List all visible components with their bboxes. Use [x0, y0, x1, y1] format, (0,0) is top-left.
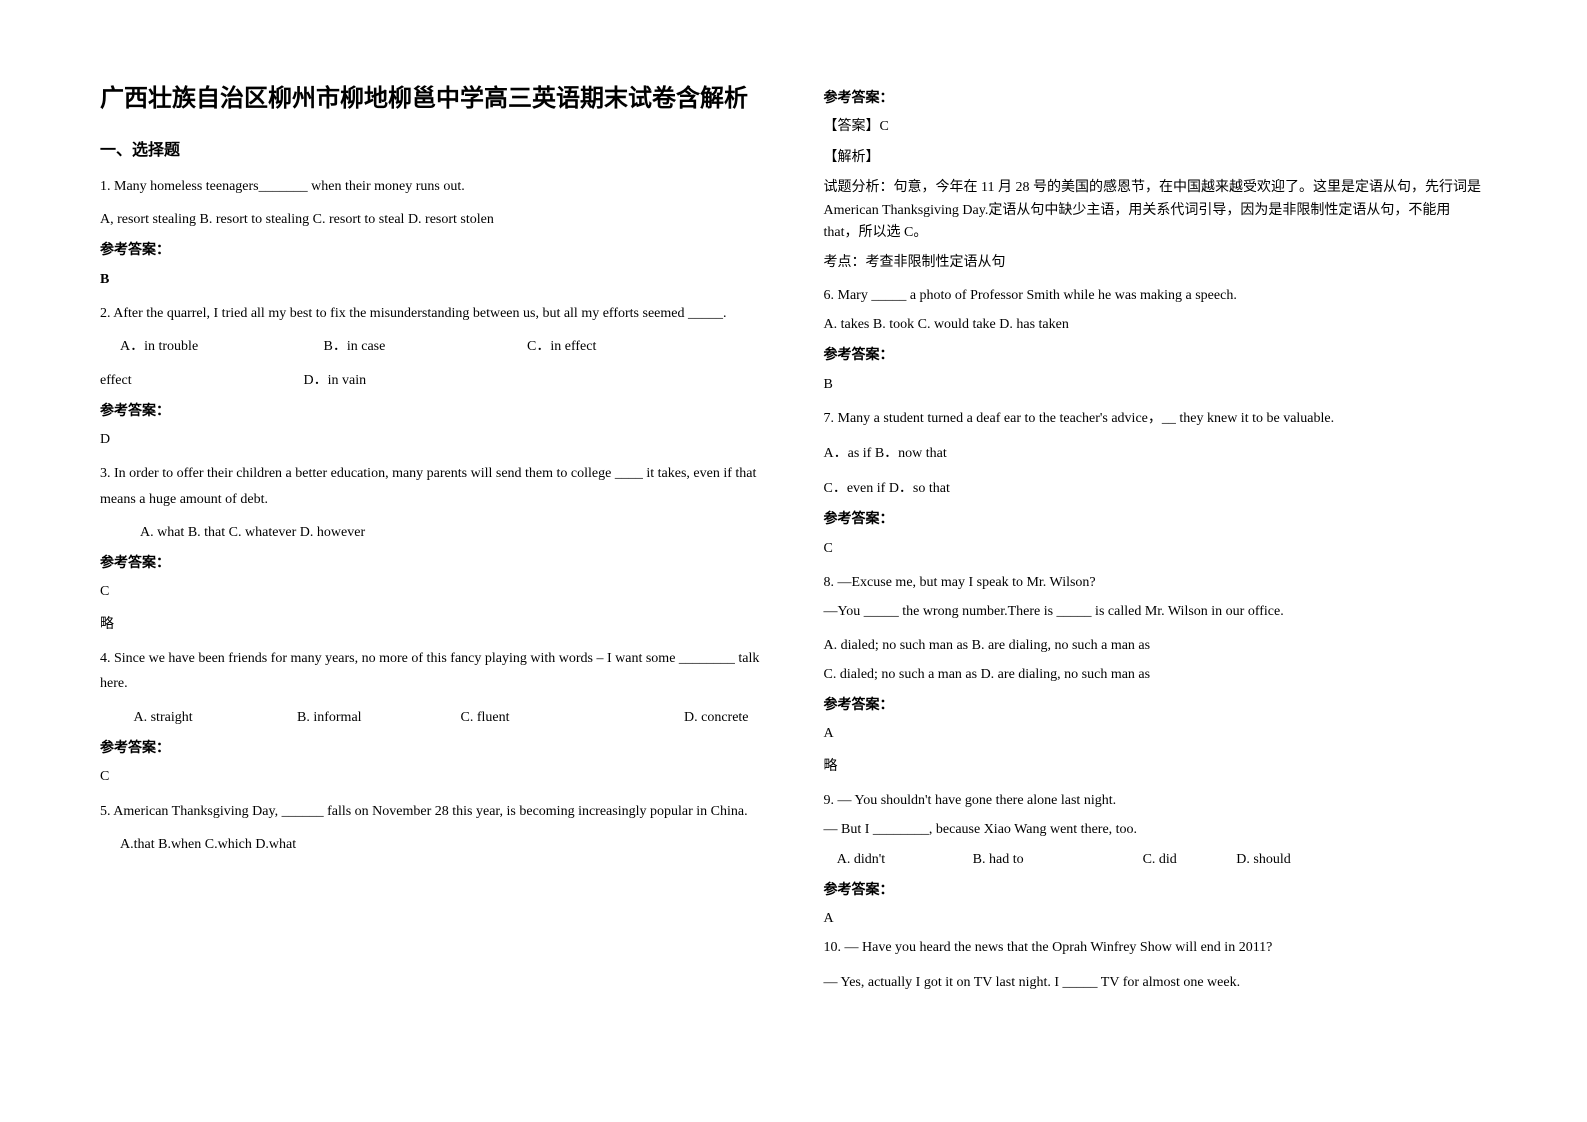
q5-answer-label: 参考答案： — [824, 88, 1488, 110]
q3-note: 略 — [100, 614, 764, 636]
q4-options: A. straight B. informal C. fluent D. con… — [100, 705, 764, 730]
section-header: 一、选择题 — [100, 138, 764, 164]
q8-answer-label: 参考答案： — [824, 695, 1488, 717]
page-title: 广西壮族自治区柳州市柳地柳邕中学高三英语期末试卷含解析 — [100, 80, 764, 118]
q8-answer: A — [824, 723, 1488, 745]
q5-answer-head: 【答案】C — [824, 116, 1488, 138]
q6-answer-label: 参考答案： — [824, 345, 1488, 367]
right-column: 参考答案： 【答案】C 【解析】 试题分析：句意，今年在 11 月 28 号的美… — [824, 80, 1488, 1003]
q4-text: 4. Since we have been friends for many y… — [100, 646, 764, 696]
q5-text: 5. American Thanksgiving Day, ______ fal… — [100, 799, 764, 824]
q1-text: 1. Many homeless teenagers_______ when t… — [100, 174, 764, 199]
q2-options-row1: A．in trouble B．in case C．in effect — [100, 334, 764, 359]
q8-text2: —You _____ the wrong number.There is ___… — [824, 599, 1488, 624]
q2-optC: C．in effect — [527, 339, 596, 354]
q5-exp2: 考点：考查非限制性定语从句 — [824, 252, 1488, 274]
q7-options1: A．as if B．now that — [824, 441, 1488, 466]
q1-answer-label: 参考答案： — [100, 240, 764, 262]
q1-answer: B — [100, 269, 764, 291]
q4-optB: B. informal — [297, 705, 457, 730]
q3-answer: C — [100, 581, 764, 603]
q4-optA: A. straight — [134, 705, 294, 730]
q7-text: 7. Many a student turned a deaf ear to t… — [824, 406, 1488, 431]
q9-answer: A — [824, 908, 1488, 930]
q2-options-row2: effect D．in vain — [100, 368, 764, 393]
page-container: 广西壮族自治区柳州市柳地柳邕中学高三英语期末试卷含解析 一、选择题 1. Man… — [100, 80, 1487, 1003]
q3-options: A. what B. that C. whatever D. however — [100, 520, 764, 545]
q7-options2: C．even if D．so that — [824, 476, 1488, 501]
q2-optD: D．in vain — [304, 373, 367, 388]
q2-optB: B．in case — [324, 334, 524, 359]
q2-text: 2. After the quarrel, I tried all my bes… — [100, 301, 764, 326]
q4-optD: D. concrete — [684, 710, 749, 725]
q8-text1: 8. —Excuse me, but may I speak to Mr. Wi… — [824, 570, 1488, 595]
q2-answer: D — [100, 429, 764, 451]
q5-exp1: 试题分析：句意，今年在 11 月 28 号的美国的感恩节，在中国越来越受欢迎了。… — [824, 177, 1488, 244]
q10-text1: 10. — Have you heard the news that the O… — [824, 935, 1488, 960]
q3-text: 3. In order to offer their children a be… — [100, 461, 764, 511]
q8-options1: A. dialed; no such man as B. are dialing… — [824, 633, 1488, 658]
q2-optA: A．in trouble — [120, 334, 320, 359]
left-column: 广西壮族自治区柳州市柳地柳邕中学高三英语期末试卷含解析 一、选择题 1. Man… — [100, 80, 764, 1003]
q7-answer: C — [824, 538, 1488, 560]
q5-options: A.that B.when C.which D.what — [100, 832, 764, 857]
q1-options: A, resort stealing B. resort to stealing… — [100, 207, 764, 232]
q9-text2: — But I ________, because Xiao Wang went… — [824, 817, 1488, 842]
q7-answer-label: 参考答案： — [824, 509, 1488, 531]
q6-answer: B — [824, 374, 1488, 396]
q4-answer-label: 参考答案： — [100, 738, 764, 760]
q8-options2: C. dialed; no such a man as D. are diali… — [824, 662, 1488, 687]
q9-options: A. didn't B. had to C. did D. should — [824, 847, 1488, 872]
q9-text1: 9. — You shouldn't have gone there alone… — [824, 788, 1488, 813]
q8-note: 略 — [824, 756, 1488, 778]
q6-text: 6. Mary _____ a photo of Professor Smith… — [824, 283, 1488, 308]
q5-exp-head: 【解析】 — [824, 147, 1488, 169]
q4-optC: C. fluent — [461, 705, 681, 730]
q4-answer: C — [100, 766, 764, 788]
q9-answer-label: 参考答案： — [824, 880, 1488, 902]
q3-answer-label: 参考答案： — [100, 553, 764, 575]
q2-answer-label: 参考答案： — [100, 401, 764, 423]
q6-options: A. takes B. took C. would take D. has ta… — [824, 312, 1488, 337]
q10-text2: — Yes, actually I got it on TV last nigh… — [824, 970, 1488, 995]
